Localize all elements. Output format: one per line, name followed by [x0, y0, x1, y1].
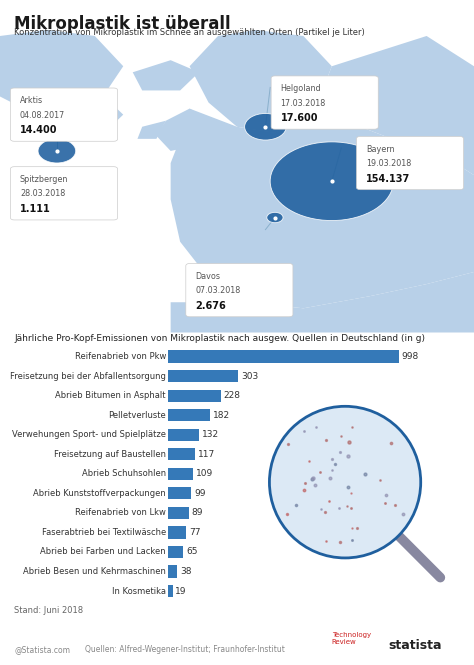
Polygon shape	[190, 30, 332, 133]
Circle shape	[269, 406, 421, 558]
Text: Reifenabrieb von Lkw: Reifenabrieb von Lkw	[75, 509, 166, 517]
Text: Faserabtrieb bei Textilwäsche: Faserabtrieb bei Textilwäsche	[42, 528, 166, 537]
Text: Jährliche Pro-Kopf-Emissionen von Mikroplastik nach ausgew. Quellen in Deutschla: Jährliche Pro-Kopf-Emissionen von Mikrop…	[14, 334, 425, 344]
Text: Abrieb Schuhsohlen: Abrieb Schuhsohlen	[82, 469, 166, 478]
Text: Verwehungen Sport- und Spielplätze: Verwehungen Sport- und Spielplätze	[12, 430, 166, 439]
Text: In Kosmetika: In Kosmetika	[112, 587, 166, 596]
Text: 77: 77	[189, 528, 201, 537]
Text: Pelletverluste: Pelletverluste	[108, 411, 166, 420]
Bar	[168, 429, 199, 441]
Text: 303: 303	[241, 372, 258, 380]
Bar	[168, 409, 210, 421]
Text: 38: 38	[180, 567, 191, 576]
Text: Abrieb Besen und Kehrmaschinen: Abrieb Besen und Kehrmaschinen	[23, 567, 166, 576]
Text: 89: 89	[191, 509, 203, 517]
Text: 1.111: 1.111	[20, 204, 51, 214]
FancyBboxPatch shape	[356, 136, 464, 190]
Text: 998: 998	[401, 352, 419, 361]
Bar	[168, 527, 186, 539]
Text: 2.676: 2.676	[195, 301, 226, 311]
Bar	[168, 487, 191, 499]
Text: Freisetzung auf Baustellen: Freisetzung auf Baustellen	[54, 450, 166, 459]
Text: Spitzbergen: Spitzbergen	[20, 175, 68, 184]
Text: 182: 182	[213, 411, 230, 420]
Text: 19: 19	[175, 587, 187, 596]
Text: 154.137: 154.137	[366, 174, 410, 184]
Bar	[168, 585, 173, 597]
Text: Quellen: Alfred-Wegener-Institut; Fraunhofer-Institut: Quellen: Alfred-Wegener-Institut; Fraunh…	[85, 645, 285, 654]
Text: Freisetzung bei der Abfallentsorgung: Freisetzung bei der Abfallentsorgung	[10, 372, 166, 380]
Bar	[168, 546, 183, 558]
Polygon shape	[171, 108, 474, 309]
Circle shape	[245, 114, 286, 140]
Text: 65: 65	[186, 547, 198, 557]
Bar	[168, 370, 238, 382]
Circle shape	[38, 139, 76, 163]
FancyBboxPatch shape	[10, 88, 118, 141]
Bar	[168, 448, 195, 460]
Text: 14.400: 14.400	[20, 125, 57, 135]
Text: 17.600: 17.600	[281, 113, 318, 123]
Circle shape	[90, 202, 100, 209]
Bar	[168, 467, 193, 480]
Text: Technology
Review: Technology Review	[332, 632, 371, 645]
Polygon shape	[137, 120, 166, 139]
Bar	[168, 350, 399, 362]
FancyBboxPatch shape	[10, 167, 118, 220]
Text: 109: 109	[196, 469, 213, 478]
Text: Reifenabrieb von Pkw: Reifenabrieb von Pkw	[74, 352, 166, 361]
Text: 99: 99	[194, 489, 205, 498]
Text: Konzentration von Mikroplastik im Schnee an ausgewählten Orten (Partikel je Lite: Konzentration von Mikroplastik im Schnee…	[14, 28, 365, 37]
Text: 04.08.2017: 04.08.2017	[20, 110, 65, 120]
Text: 28.03.2018: 28.03.2018	[20, 190, 65, 198]
Text: 228: 228	[224, 391, 241, 400]
Text: Abrieb bei Farben und Lacken: Abrieb bei Farben und Lacken	[40, 547, 166, 557]
Text: Stand: Juni 2018: Stand: Juni 2018	[14, 606, 83, 616]
Polygon shape	[133, 60, 199, 90]
Text: 19.03.2018: 19.03.2018	[366, 159, 411, 168]
Text: Arktis: Arktis	[20, 96, 43, 106]
Text: 07.03.2018: 07.03.2018	[195, 286, 240, 295]
FancyBboxPatch shape	[271, 76, 378, 129]
Polygon shape	[76, 96, 123, 133]
Polygon shape	[171, 272, 474, 332]
Text: 17.03.2018: 17.03.2018	[281, 98, 326, 108]
Polygon shape	[156, 108, 209, 151]
Bar	[168, 390, 221, 402]
Circle shape	[267, 212, 283, 223]
Bar	[168, 565, 177, 578]
Text: Helgoland: Helgoland	[281, 84, 321, 93]
Text: Abrieb Kunststoffverpackungen: Abrieb Kunststoffverpackungen	[33, 489, 166, 498]
Text: Davos: Davos	[195, 272, 220, 281]
Polygon shape	[0, 30, 123, 120]
Text: 132: 132	[201, 430, 219, 439]
Text: Abrieb Bitumen in Asphalt: Abrieb Bitumen in Asphalt	[55, 391, 166, 400]
FancyBboxPatch shape	[186, 263, 293, 317]
Text: statista: statista	[389, 638, 442, 652]
Text: @Statista.com: @Statista.com	[14, 645, 70, 654]
Circle shape	[270, 142, 393, 221]
Text: Bayern: Bayern	[366, 145, 394, 154]
Text: Mikroplastik ist überall: Mikroplastik ist überall	[14, 15, 231, 33]
Polygon shape	[313, 36, 474, 175]
Bar	[168, 507, 189, 519]
Text: 117: 117	[198, 450, 215, 459]
